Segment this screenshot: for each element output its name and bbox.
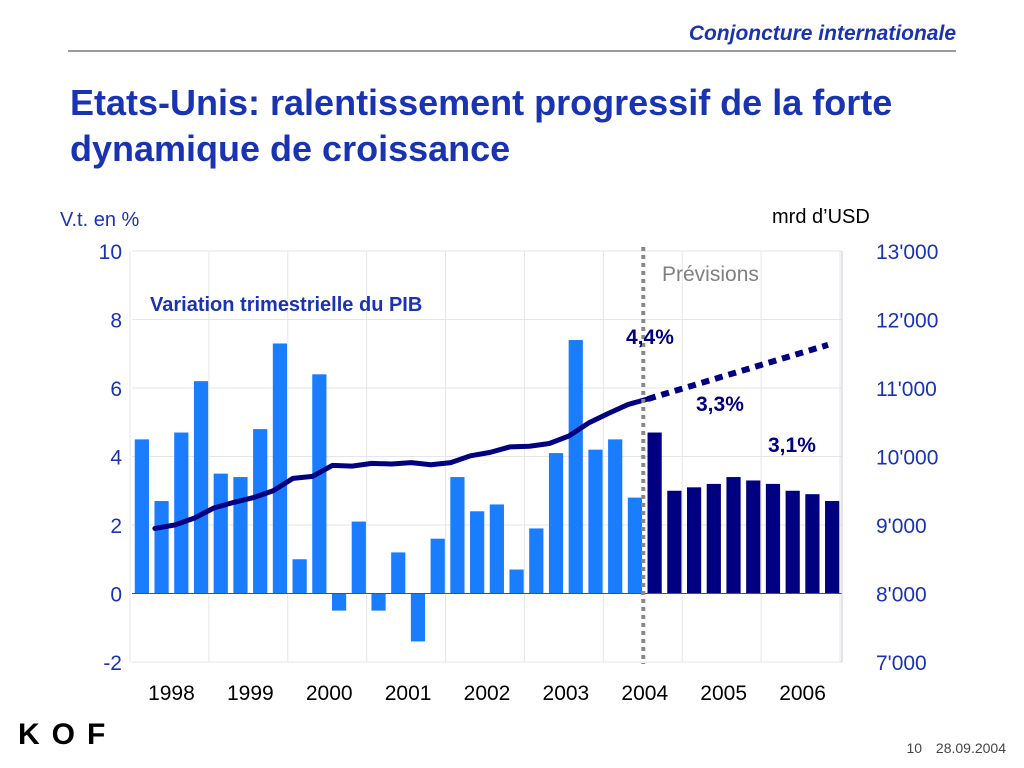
- right-tick-label: 13'000: [876, 241, 938, 264]
- gdp-bar: [272, 343, 288, 594]
- gdp-bar: [470, 511, 485, 594]
- gdp-bar: [430, 538, 445, 594]
- x-tick-label: 1999: [227, 682, 274, 705]
- x-tick-label: 2003: [543, 682, 590, 705]
- kof-logo: KOF: [18, 718, 118, 751]
- forecast-bar: [667, 490, 682, 594]
- slide-date: 28.09.2004: [935, 740, 1006, 756]
- forecast-bar: [647, 432, 662, 594]
- left-tick-label: -2: [103, 652, 122, 675]
- forecast-bar: [825, 501, 840, 594]
- gdp-bar: [351, 521, 366, 594]
- gdp-bar: [509, 569, 524, 594]
- series-label: Variation trimestrielle du PIB: [150, 294, 422, 316]
- gdp-bar: [450, 477, 465, 594]
- x-tick-label: 2001: [385, 682, 432, 705]
- growth-2006-label: 3,1%: [768, 434, 816, 457]
- gdp-bar: [233, 477, 248, 594]
- gdp-bar: [154, 501, 169, 594]
- header-title: Conjoncture internationale: [688, 22, 956, 45]
- gdp-bar: [312, 374, 327, 594]
- gdp-level-line-forecast: [647, 341, 829, 402]
- gdp-bar: [529, 528, 544, 594]
- gdp-bar: [331, 593, 347, 611]
- page-number: 10: [906, 740, 923, 756]
- gdp-bar: [568, 340, 583, 594]
- gdp-bar: [410, 593, 426, 642]
- x-tick-label: 1998: [148, 682, 195, 705]
- right-tick-label: 8'000: [876, 584, 927, 607]
- forecast-bar: [805, 494, 820, 594]
- growth-2005-label: 3,3%: [696, 393, 744, 416]
- gdp-bar: [548, 453, 564, 594]
- slide-title: Etats-Unis: ralentissement progressif de…: [70, 82, 893, 169]
- left-tick-label: 8: [110, 310, 122, 333]
- right-tick-label: 12'000: [876, 310, 938, 333]
- gdp-bar: [371, 593, 386, 611]
- footer: 10 28.09.2004: [906, 740, 1006, 756]
- left-tick-label: 4: [110, 447, 122, 470]
- gdp-bar: [174, 432, 189, 594]
- forecast-bar: [765, 483, 781, 594]
- forecast-bar: [706, 483, 721, 594]
- gdp-bar: [253, 429, 268, 594]
- gdp-bar: [588, 449, 603, 594]
- right-axis-label: mrd d’USD: [772, 206, 870, 228]
- left-axis-label: V.t. en %: [60, 209, 140, 231]
- forecast-label: Prévisions: [662, 263, 759, 286]
- left-tick-label: 10: [99, 241, 122, 264]
- forecast-bar: [746, 480, 761, 594]
- gdp-bar: [391, 552, 406, 594]
- forecast-bar: [726, 477, 741, 594]
- x-tick-label: 2000: [306, 682, 353, 705]
- gdp-bar: [134, 439, 149, 594]
- x-tick-label: 2005: [700, 682, 747, 705]
- x-tick-label: 2002: [464, 682, 511, 705]
- x-tick-label: 2004: [621, 682, 668, 705]
- forecast-bar: [686, 487, 702, 594]
- chart-axes: 10 8 6 4 2 0 -2 13'000 12'000 11'000 10'000 9'000 8'…: [99, 241, 939, 705]
- gdp-bar: [292, 559, 307, 594]
- right-tick-label: 7'000: [876, 652, 927, 675]
- gdp-bar: [489, 504, 504, 594]
- x-tick-label: 2006: [779, 682, 826, 705]
- gdp-bar: [193, 381, 209, 594]
- left-tick-label: 6: [110, 378, 122, 401]
- gdp-bar: [213, 473, 228, 594]
- forecast-bar: [785, 490, 800, 594]
- gdp-bar: [627, 497, 643, 594]
- left-tick-label: 2: [110, 515, 122, 538]
- header-rule: [68, 50, 956, 52]
- growth-2004-label: 4,4%: [626, 326, 674, 349]
- right-tick-label: 11'000: [876, 378, 937, 401]
- right-tick-label: 10'000: [876, 447, 938, 470]
- left-tick-label: 0: [110, 584, 122, 607]
- right-tick-label: 9'000: [876, 515, 927, 538]
- gdp-level-line: [152, 341, 829, 531]
- gdp-bar: [608, 439, 623, 594]
- gdp-bars: [134, 340, 840, 642]
- gdp-level-line-actual: [152, 396, 651, 531]
